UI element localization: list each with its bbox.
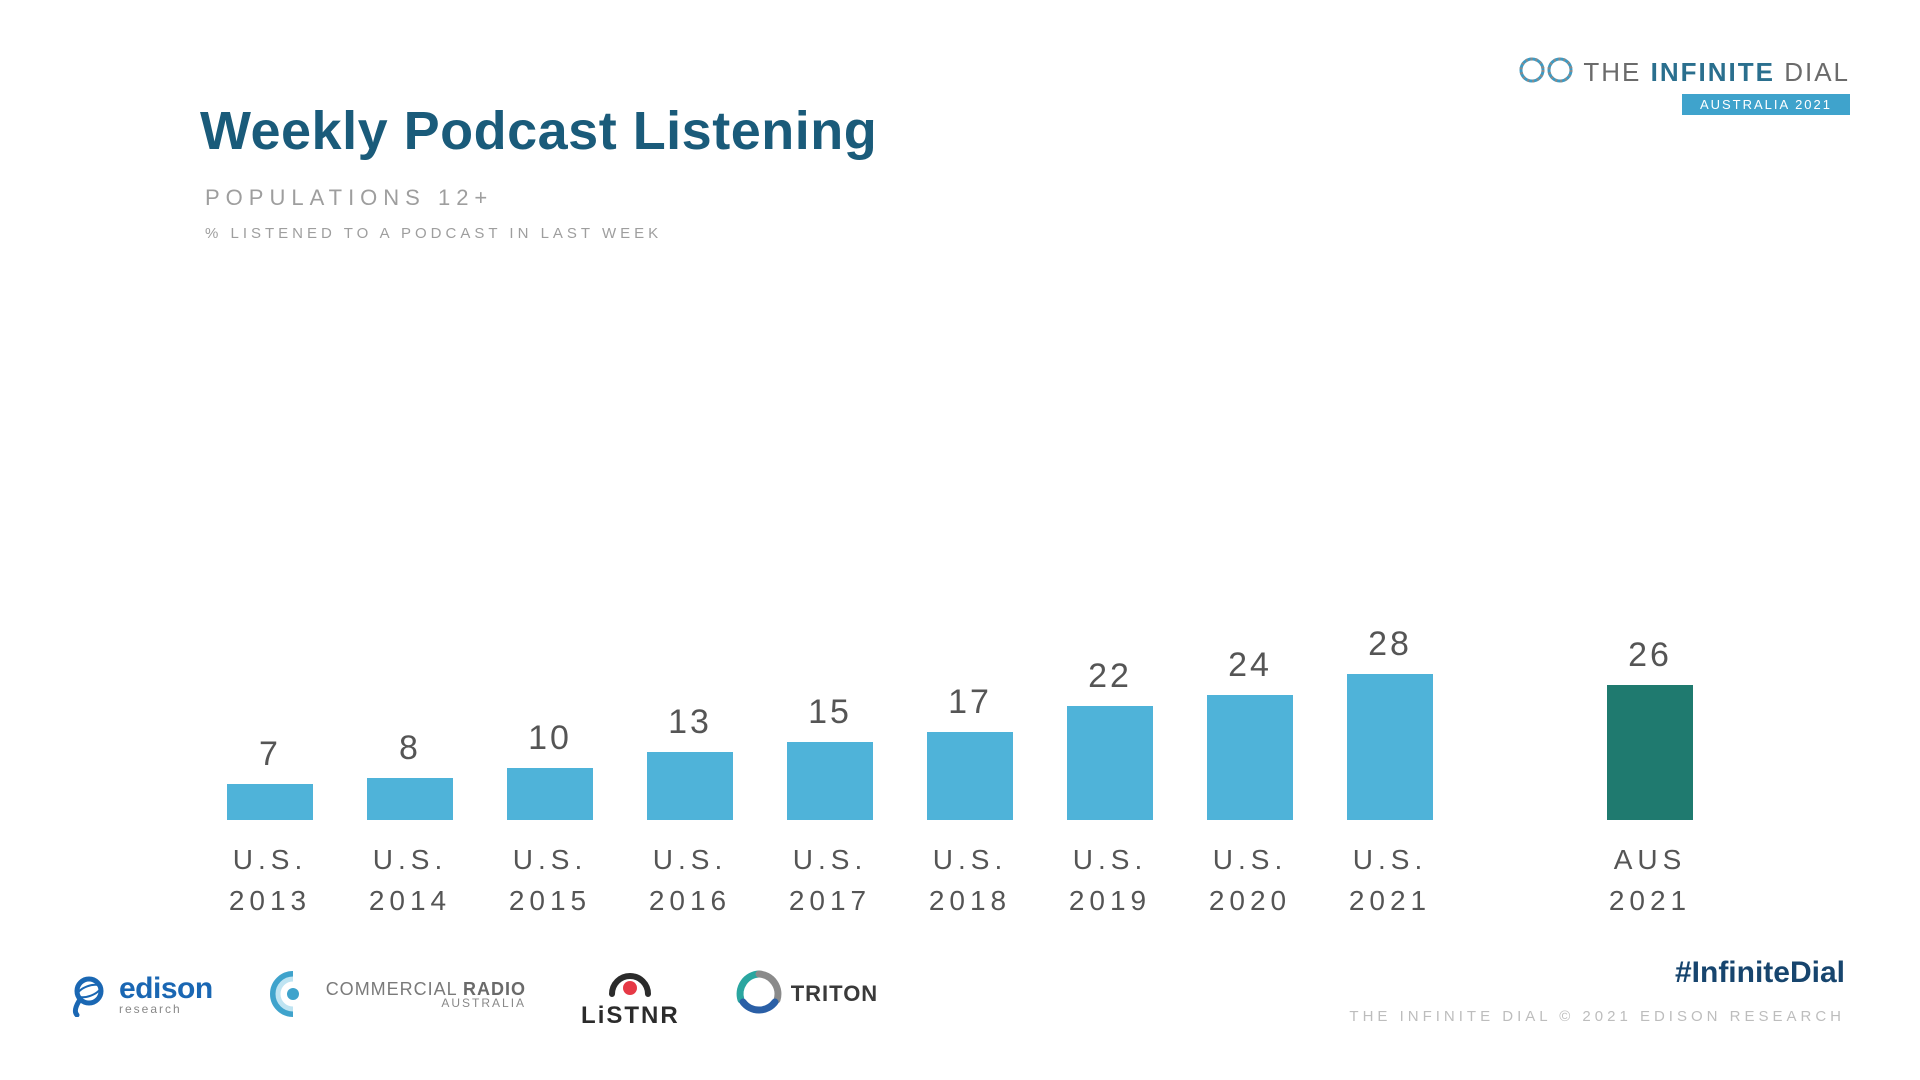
bar-slot: 7 [200,300,340,820]
bar-label: U.S.2016 [620,840,760,921]
bar-rect [367,778,453,820]
bar-value: 13 [668,703,712,742]
bar-slot: 17 [900,300,1040,820]
copyright: THE INFINITE DIAL © 2021 EDISON RESEARCH [1349,1008,1845,1025]
edison-logo: edison research [65,971,213,1017]
bar-slot: 13 [620,300,760,820]
brand-bold: INFINITE [1651,57,1775,87]
bar-label: U.S.2020 [1180,840,1320,921]
bar-slot: 28 [1320,300,1460,820]
bar-value: 7 [259,735,281,774]
bar-value: 17 [948,683,992,722]
bar-slot: 15 [760,300,900,820]
bar-rect [227,784,313,820]
bar-value: 8 [399,729,421,768]
brand-badge: AUSTRALIA 2021 [1682,94,1850,115]
bar-rect [787,742,873,820]
bar-value: 24 [1228,646,1272,685]
hashtag: #InfiniteDial [1675,956,1845,990]
chart-subtitle-population: POPULATIONS 12+ [205,185,493,211]
edison-text: edison [119,972,213,1005]
bar-chart: 781013151722242826 U.S.2013U.S.2014U.S.2… [200,300,1790,820]
bar-rect [507,768,593,820]
bar-slot: 26 [1580,300,1720,820]
footer-logos: edison research COMMERCIAL RADIO AUSTRAL… [65,958,878,1030]
bar-rect [1207,695,1293,820]
chart-title: Weekly Podcast Listening [200,100,877,162]
brand-block: THE INFINITE DIAL AUSTRALIA 2021 [1517,55,1850,115]
bars-row: 7 8 10 13 15 17 22 24 28 26 [200,300,1790,820]
bar-label: U.S.2019 [1040,840,1180,921]
bar-label: U.S.2018 [900,840,1040,921]
bar-label: U.S.2015 [480,840,620,921]
listnr-logo: LiSTNR [581,958,680,1030]
bar-label: U.S.2021 [1320,840,1460,921]
commercial-radio-icon [268,969,318,1019]
bar-value: 26 [1628,636,1672,675]
slide: Weekly Podcast Listening POPULATIONS 12+… [0,0,1920,1080]
brand-prefix: THE [1583,57,1650,87]
bar-value: 22 [1088,657,1132,696]
edison-icon [65,971,111,1017]
bar-slot: 8 [340,300,480,820]
bar-rect [1607,685,1693,820]
bar-rect [647,752,733,820]
listnr-text: LiSTNR [581,1002,680,1030]
bar-value: 28 [1368,625,1412,664]
bar-label: AUS2021 [1580,840,1720,921]
infinity-icon [1517,55,1575,90]
bar-rect [927,732,1013,820]
triton-logo: TRITON [735,970,878,1018]
bar-rect [1347,674,1433,820]
commercial-radio-logo: COMMERCIAL RADIO AUSTRALIA [268,969,526,1019]
cr-text1: COMMERCIAL [326,979,457,999]
bar-label: U.S.2017 [760,840,900,921]
brand-text: THE INFINITE DIAL [1583,57,1850,88]
bar-slot: 22 [1040,300,1180,820]
bar-label: U.S.2014 [340,840,480,921]
triton-icon [735,970,783,1018]
brand-suffix: DIAL [1775,57,1850,87]
bar-slot: 10 [480,300,620,820]
bar-value: 15 [808,693,852,732]
bar-rect [1067,706,1153,820]
chart-subtitle-metric: % LISTENED TO A PODCAST IN LAST WEEK [205,225,662,242]
bar-value: 10 [528,719,572,758]
listnr-icon [602,958,658,998]
triton-text: TRITON [791,981,878,1007]
bar-label: U.S.2013 [200,840,340,921]
brand-logo: THE INFINITE DIAL [1517,55,1850,90]
bar-slot: 24 [1180,300,1320,820]
